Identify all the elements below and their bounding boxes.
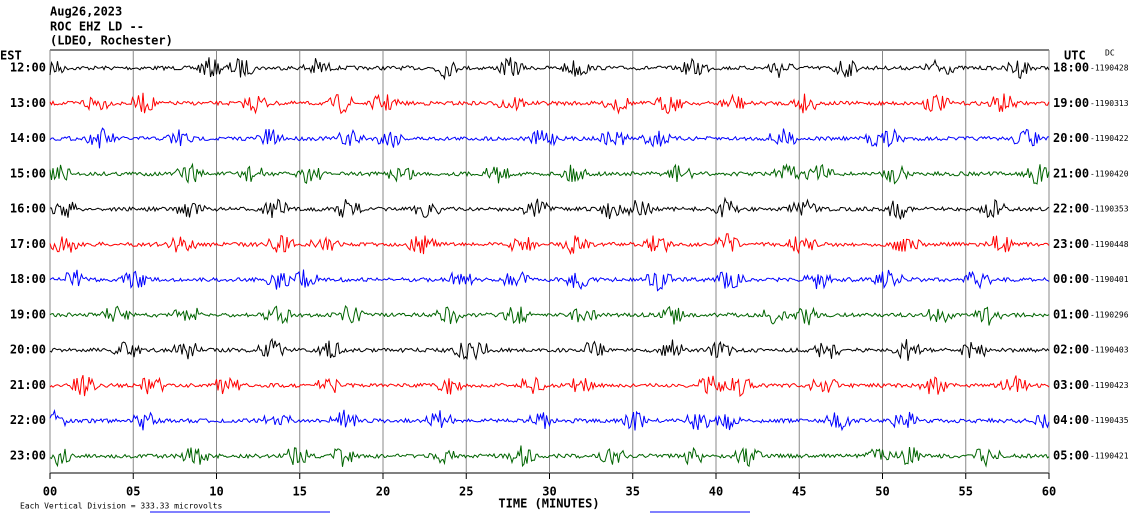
row-right-label: 22:00 [1053, 202, 1089, 216]
x-tick-label: 25 [459, 485, 473, 499]
x-tick-label: 45 [792, 485, 806, 499]
row-right-label: 03:00 [1053, 378, 1089, 392]
x-axis-label: TIME (MINUTES) [498, 497, 599, 511]
waveform [49, 127, 1050, 149]
x-tick-label: 40 [709, 485, 723, 499]
x-tick-label: 15 [293, 485, 307, 499]
row-dc-label: -1190448 [1090, 240, 1129, 249]
row-dc-label: -1190421 [1090, 452, 1129, 461]
waveform [49, 445, 1050, 468]
row-left-label: 13:00 [10, 96, 46, 110]
row-right-label: 20:00 [1053, 131, 1089, 145]
row-dc-label: -1190313 [1090, 99, 1129, 108]
row-dc-label: -1190353 [1090, 205, 1129, 214]
right-axis-label: UTC [1064, 49, 1086, 63]
x-tick-label: 55 [959, 485, 973, 499]
row-right-label: 23:00 [1053, 237, 1089, 251]
waveform [49, 162, 1050, 185]
header-station: ROC EHZ LD -- [50, 20, 144, 34]
row-left-label: 22:00 [10, 413, 46, 427]
row-right-label: 18:00 [1053, 61, 1089, 75]
dc-label: DC [1105, 49, 1115, 58]
row-left-label: 16:00 [10, 202, 46, 216]
x-tick-label: 60 [1042, 485, 1056, 499]
waveform [49, 337, 1050, 361]
row-right-label: 05:00 [1053, 449, 1089, 463]
row-left-label: 23:00 [10, 449, 46, 463]
row-dc-label: -1190435 [1090, 416, 1129, 425]
waveform [49, 233, 1050, 256]
row-dc-label: -1190423 [1090, 381, 1129, 390]
waveform [49, 196, 1050, 220]
waveform [49, 57, 1050, 81]
row-dc-label: -1190401 [1090, 275, 1129, 284]
row-right-label: 19:00 [1053, 96, 1089, 110]
row-right-label: 21:00 [1053, 166, 1089, 180]
waveform [49, 92, 1050, 115]
x-tick-label: 35 [626, 485, 640, 499]
row-dc-label: -1190422 [1090, 134, 1129, 143]
waveform [49, 269, 1050, 292]
row-left-label: 18:00 [10, 272, 46, 286]
row-left-label: 17:00 [10, 237, 46, 251]
x-tick-label: 05 [126, 485, 140, 499]
row-right-label: 00:00 [1053, 272, 1089, 286]
x-tick-label: 20 [376, 485, 390, 499]
row-dc-label: -1190420 [1090, 169, 1129, 178]
row-right-label: 01:00 [1053, 307, 1089, 321]
row-left-label: 21:00 [10, 378, 46, 392]
x-tick-label: 30 [542, 485, 556, 499]
row-dc-label: -1190428 [1090, 64, 1129, 73]
row-left-label: 14:00 [10, 131, 46, 145]
left-axis-label: EST [0, 49, 22, 63]
row-dc-label: -1190403 [1090, 346, 1129, 355]
row-left-label: 20:00 [10, 343, 46, 357]
x-tick-label: 50 [875, 485, 889, 499]
row-left-label: 19:00 [10, 307, 46, 321]
row-left-label: 12:00 [10, 61, 46, 75]
row-right-label: 04:00 [1053, 413, 1089, 427]
footer: Each Vertical Division = 333.33 microvol… [20, 502, 222, 511]
row-left-label: 15:00 [10, 166, 46, 180]
x-tick-label: 00 [43, 485, 57, 499]
x-tick-label: 10 [209, 485, 223, 499]
header-network: (LDEO, Rochester) [50, 34, 173, 48]
row-dc-label: -1190296 [1090, 310, 1129, 319]
waveform [49, 304, 1050, 326]
waveform [49, 375, 1050, 398]
waveform [49, 408, 1050, 432]
row-right-label: 02:00 [1053, 343, 1089, 357]
header-date: Aug26,2023 [50, 5, 122, 19]
